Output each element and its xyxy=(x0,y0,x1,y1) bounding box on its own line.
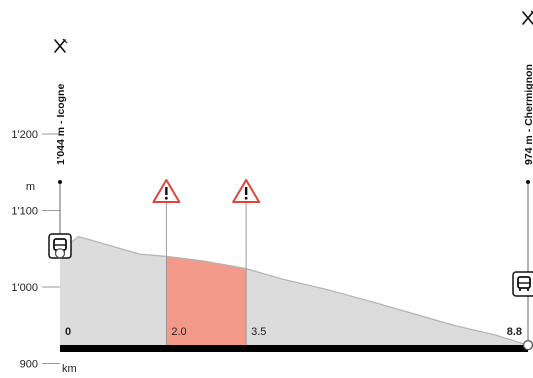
x-marker-label: 0 xyxy=(65,326,71,338)
baseline-layer xyxy=(60,345,528,352)
x-axis-unit: km xyxy=(62,363,77,375)
y-tick-label: 1'200 xyxy=(11,129,38,141)
highlight-segment xyxy=(166,256,247,345)
y-tick-label: 1'000 xyxy=(11,282,38,294)
endpoint-dot xyxy=(58,180,62,184)
profile-area xyxy=(60,236,528,346)
endpoint-dot xyxy=(526,180,530,184)
restaurant-icon xyxy=(522,10,533,25)
axis-layer: 900 1'000 1'100 1'200 0 2.0 3.5 8.8 xyxy=(11,129,522,371)
x-marker-label: 3.5 xyxy=(251,326,266,338)
warning-layer xyxy=(152,179,261,269)
endpoint-layer: 1'044 m - Icogne 974 m - Chermignon xyxy=(48,10,533,351)
endpoint-label: 974 m - Chermignon xyxy=(523,64,533,165)
distance-baseline xyxy=(60,345,528,352)
profile-area-layer xyxy=(59,235,529,346)
endpoint-label: 1'044 m - Icogne xyxy=(55,84,67,165)
x-marker-label: 8.8 xyxy=(507,326,522,338)
warning-triangle-icon xyxy=(232,179,261,203)
y-tick-label: 900 xyxy=(20,359,38,371)
x-marker-label: 2.0 xyxy=(171,326,186,338)
restaurant-icon xyxy=(54,38,68,53)
y-tick-label: 1'100 xyxy=(11,206,38,218)
endpoint-marker xyxy=(54,248,66,259)
bus-stop-icon xyxy=(512,271,533,297)
warning-triangle-icon xyxy=(152,179,181,203)
y-axis-unit: m xyxy=(26,181,35,193)
endpoint-marker xyxy=(522,339,533,351)
